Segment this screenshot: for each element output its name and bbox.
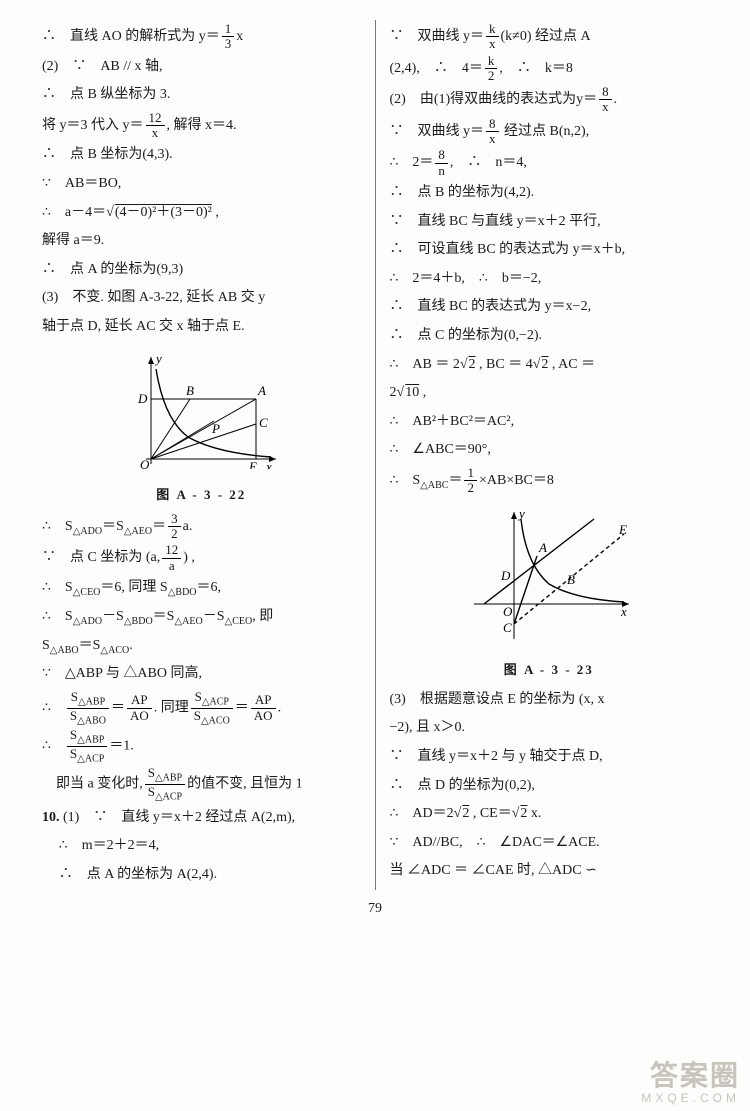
text-line: 解得 a＝9.: [42, 228, 361, 255]
text-line: ∴ S△ABPS△ABO＝APAO. 同理S△ACPS△ACO＝APAO.: [42, 690, 361, 726]
watermark: 答案圈 MXQE.COM: [641, 1061, 740, 1105]
svg-text:E: E: [248, 459, 257, 469]
svg-text:B: B: [186, 383, 194, 398]
text-line: 10. (1) ∵ 直线 y＝x＋2 经过点 A(2,m),: [42, 805, 361, 832]
text-line: ∴ S△ABPS△ACP＝1.: [42, 728, 361, 764]
text-line: ∵ 直线 y＝x＋2 与 y 轴交于点 D,: [390, 744, 709, 771]
figure-a-3-23: y x O A B C D E 图 A - 3 - 23: [390, 504, 709, 683]
text-line: 轴于点 D, 延长 AC 交 x 轴于点 E.: [42, 314, 361, 341]
text-line: ∴ 点 B 的坐标为(4,2).: [390, 180, 709, 207]
text-line: ∴ 点 A 的坐标为 A(2,4).: [42, 862, 361, 889]
text-line: ∵ AB＝BO,: [42, 171, 361, 198]
svg-text:O: O: [503, 604, 513, 619]
text-line: 将 y＝3 代入 y＝12x, 解得 x＝4.: [42, 111, 361, 141]
svg-text:D: D: [137, 391, 148, 406]
text-line: ∴ 2＝4＋b, ∴ b＝−2,: [390, 266, 709, 293]
svg-text:C: C: [503, 620, 512, 635]
watermark-url: MXQE.COM: [641, 1092, 740, 1105]
text-line: (2,4), ∴ 4＝k2, ∴ k＝8: [390, 54, 709, 84]
left-column: ∴ 直线 AO 的解析式为 y＝13x (2) ∵ AB // x 轴, ∴ 点…: [28, 20, 376, 890]
text-line: ∴ 点 A 的坐标为(9,3): [42, 257, 361, 284]
svg-text:y: y: [154, 351, 162, 366]
text-line: ∵ 双曲线 y＝8x 经过点 B(n,2),: [390, 117, 709, 147]
svg-text:A: A: [538, 540, 547, 555]
svg-text:C: C: [259, 415, 268, 430]
right-column: ∵ 双曲线 y＝kx(k≠0) 经过点 A (2,4), ∴ 4＝k2, ∴ k…: [376, 20, 723, 890]
svg-text:x: x: [265, 459, 272, 469]
text-line: 即当 a 变化时,S△ABPS△ACP的值不变, 且恒为 1: [42, 766, 361, 802]
text-line: (2) 由(1)得双曲线的表达式为y＝8x.: [390, 85, 709, 115]
svg-text:O: O: [140, 457, 150, 469]
text-line: ∴ m＝2＋2＝4,: [42, 833, 361, 860]
text-line: S△ABO＝S△ACO.: [42, 633, 361, 660]
text-line: 当 ∠ADC ＝ ∠CAE 时, △ADC ∽: [390, 858, 709, 885]
text-line: (3) 根据题意设点 E 的坐标为 (x, x: [390, 687, 709, 714]
text-line: ∴ 直线 BC 的表达式为 y＝x−2,: [390, 294, 709, 321]
watermark-text: 答案圈: [641, 1061, 740, 1092]
text-line: ∵ 直线 BC 与直线 y＝x＋2 平行,: [390, 209, 709, 236]
text-line: ∴ 点 D 的坐标为(0,2),: [390, 773, 709, 800]
diagram-svg: y x O A B C D E: [459, 504, 639, 644]
svg-text:B: B: [567, 572, 575, 587]
text-line: ∵ △ABP 与 △ABO 同高,: [42, 661, 361, 688]
text-line: ∴ 可设直线 BC 的表达式为 y＝x＋b,: [390, 237, 709, 264]
text-line: 2√10 ,: [390, 380, 709, 407]
svg-text:P: P: [211, 421, 220, 436]
text-line: ∴ S△CEO＝6, 同理 S△BDO＝6,: [42, 575, 361, 602]
text-line: (3) 不变. 如图 A-3-22, 延长 AB 交 y: [42, 285, 361, 312]
text-line: ∴ S△ABC＝12×AB×BC＝8: [390, 466, 709, 496]
text-line: ∴ 2＝8n, ∴ n＝4,: [390, 148, 709, 178]
two-column-layout: ∴ 直线 AO 的解析式为 y＝13x (2) ∵ AB // x 轴, ∴ 点…: [28, 20, 722, 890]
text-line: ∴ 点 B 坐标为(4,3).: [42, 142, 361, 169]
text-line: ∴ AB ＝ 2√2 , BC ＝ 4√2 , AC ＝: [390, 352, 709, 379]
text-line: ∵ 双曲线 y＝kx(k≠0) 经过点 A: [390, 22, 709, 52]
svg-text:y: y: [517, 506, 525, 521]
text-line: ∴ 直线 AO 的解析式为 y＝13x: [42, 22, 361, 52]
diagram-svg: D B A P C E O x y: [116, 349, 286, 469]
text-line: ∴ 点 C 的坐标为(0,−2).: [390, 323, 709, 350]
text-line: −2), 且 x＞0.: [390, 715, 709, 742]
text-line: ∴ ∠ABC＝90°,: [390, 437, 709, 464]
svg-text:A: A: [257, 383, 266, 398]
question-number: 10.: [42, 810, 60, 825]
text-line: ∴ AD＝2√2 , CE＝√2 x.: [390, 801, 709, 828]
page-number: 79: [28, 896, 722, 923]
text-line: ∵ AD//BC, ∴ ∠DAC＝∠ACE.: [390, 830, 709, 857]
text-line: ∴ a－4＝√(4－0)²＋(3－0)² ,: [42, 200, 361, 227]
text-line: ∴ S△ADO－S△BDO＝S△AEO－S△CEO, 即: [42, 604, 361, 631]
text-line: ∵ 点 C 坐标为 (a,12a) ,: [42, 543, 361, 573]
text-line: ∴ AB²＋BC²＝AC²,: [390, 409, 709, 436]
figure-caption: 图 A - 3 - 23: [390, 658, 709, 683]
svg-text:D: D: [500, 568, 511, 583]
figure-caption: 图 A - 3 - 22: [42, 483, 361, 508]
text-line: ∴ S△ADO＝S△AEO＝32a.: [42, 512, 361, 542]
svg-text:x: x: [620, 604, 627, 619]
text-line: (2) ∵ AB // x 轴,: [42, 54, 361, 81]
text-line: ∴ 点 B 纵坐标为 3.: [42, 82, 361, 109]
svg-text:E: E: [618, 522, 627, 537]
figure-a-3-22: D B A P C E O x y 图 A - 3 - 22: [42, 349, 361, 508]
